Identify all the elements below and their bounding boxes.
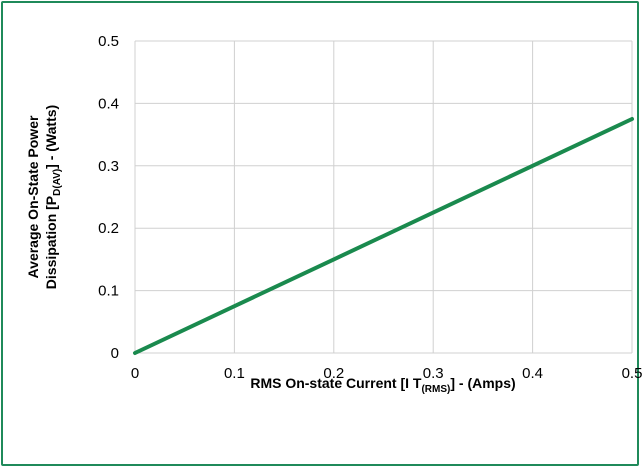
x-tick-label: 0.1 [224,365,245,382]
x-tick-label: 0 [131,365,139,382]
y-axis-title-line2: Dissipation [PD(AV)] - (Watts) [43,105,63,289]
x-tick-label: 0.5 [622,365,643,382]
series-line-0 [133,117,634,355]
y-tick-label: 0.3 [98,158,119,175]
x-tick-label: 0.2 [323,365,344,382]
y-axis-title-line1: Average On-State Power [25,115,41,278]
x-tick-label: 0.4 [522,365,543,382]
y-axis-title: Average On-State Power Dissipation [PD(A… [25,105,63,289]
y-tick-label: 0.5 [98,33,119,50]
y-tick-label: 0.2 [98,220,119,237]
x-axis-title: RMS On-state Current [I T(RMS)] - (Amps) [250,375,515,395]
x-tick-label: 0.3 [423,365,444,382]
y-tick-labels: 0 0.1 0.2 0.3 0.4 0.5 [98,33,119,362]
y-tick-label: 0.1 [98,283,119,300]
grid [134,40,633,354]
series-layer [133,117,634,355]
x-tick-labels: 0 0.1 0.2 0.3 0.4 0.5 [131,365,643,382]
y-tick-label: 0 [111,345,119,362]
y-tick-label: 0.4 [98,95,119,112]
